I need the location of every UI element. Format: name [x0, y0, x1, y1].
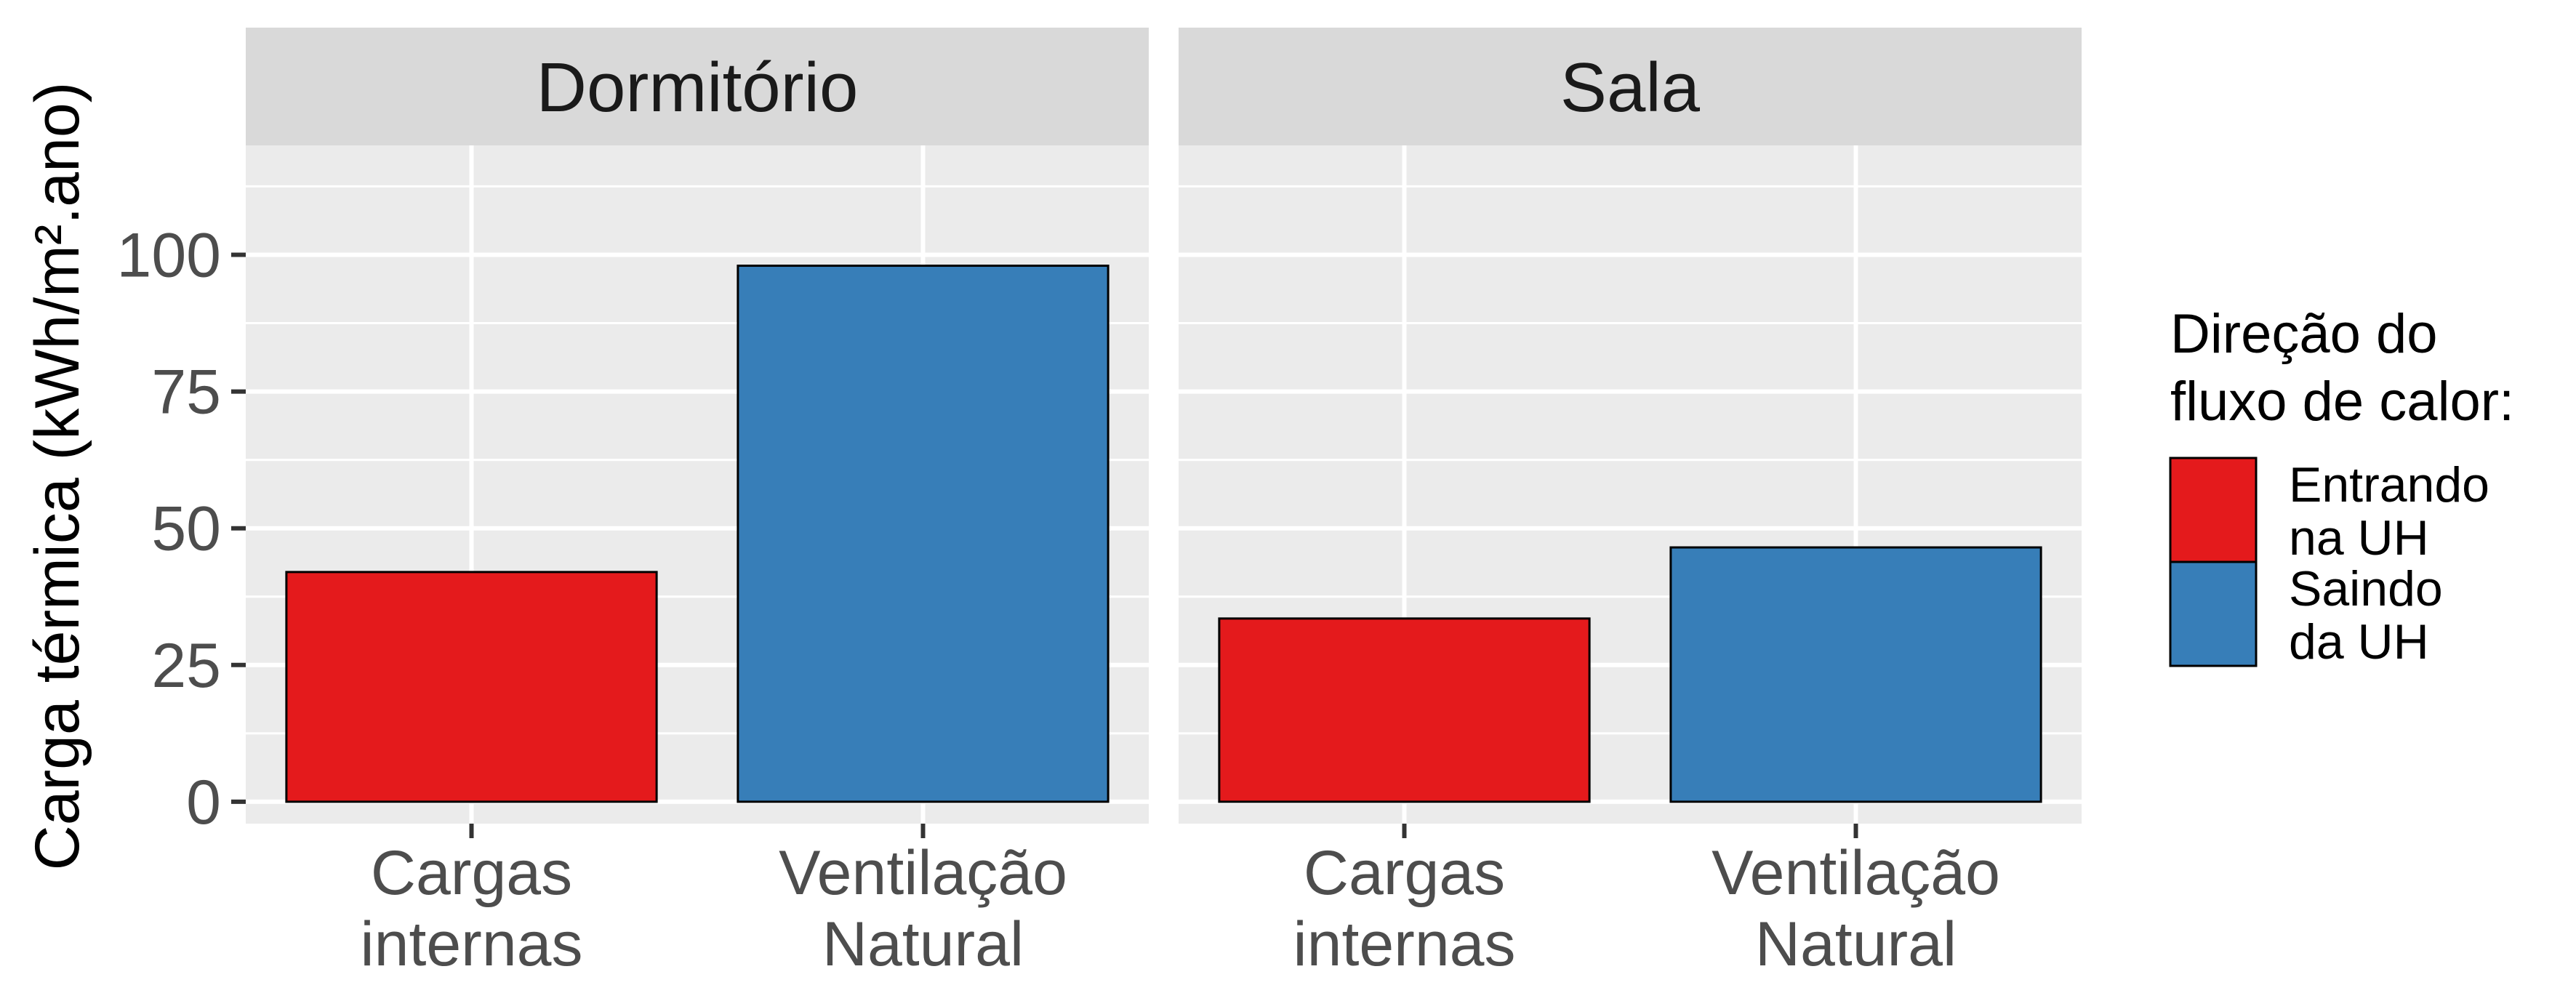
legend-key: [2169, 457, 2258, 563]
x-tick-label: Ventilação Natural: [779, 838, 1067, 979]
panel-1: Dormitório Cargas internas Ventilação Natura…: [246, 28, 1149, 979]
facet-strip: [1179, 28, 2082, 145]
legend-key: [2169, 560, 2258, 667]
panel-2: Sala Cargas internas Ventilação Natural: [1179, 28, 2082, 979]
x-tick-label: Cargas internas: [1293, 838, 1516, 979]
facet-strip: [246, 28, 1149, 145]
legend-label: Saindo da UH: [2289, 561, 2443, 670]
legend-title: Direção do: [2170, 303, 2438, 365]
y-tick-label: 100: [117, 220, 222, 290]
x-tick-label: Ventilação Natural: [1712, 838, 2000, 979]
panels: Dormitório Cargas internas Ventilação Natura…: [246, 28, 2082, 979]
bar-dormitório-2: [737, 265, 1110, 803]
legend-label: Entrando na UH: [2289, 457, 2489, 566]
facet-title: Sala: [1560, 49, 1701, 126]
y-tick-label: 25: [151, 631, 221, 701]
y-tick-label: 50: [151, 494, 221, 564]
y-axis: 0 25 50 75 100: [117, 220, 246, 837]
y-axis-title: Carga térmica (kWh/m².ano): [23, 82, 92, 871]
y-tick-label: 75: [151, 358, 221, 427]
facet-title: Dormitório: [537, 49, 859, 126]
y-tick-label: 0: [186, 768, 221, 837]
bar-dormitório-1: [285, 571, 658, 803]
x-tick-label: Cargas internas: [361, 838, 583, 979]
legend-title: fluxo de calor:: [2170, 371, 2514, 433]
bar-sala-1: [1218, 617, 1591, 803]
bar-sala-2: [1669, 546, 2042, 803]
